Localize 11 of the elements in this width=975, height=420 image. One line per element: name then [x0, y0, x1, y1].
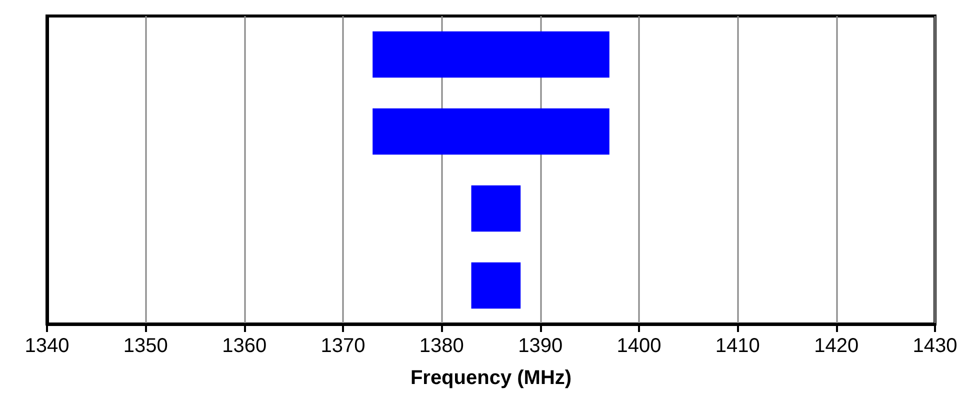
- x-tick-label: 1350: [123, 335, 168, 357]
- x-tick-label: 1340: [24, 335, 70, 357]
- x-tick-label: 1420: [814, 335, 859, 357]
- x-tick-label: 1410: [715, 335, 760, 357]
- x-tick-label: 1380: [419, 335, 464, 357]
- x-tick-label: 1430: [912, 335, 958, 357]
- x-tick-label: 1370: [320, 335, 366, 357]
- x-tick-label: 1390: [518, 335, 563, 357]
- x-axis-title: Frequency (MHz): [410, 367, 572, 389]
- x-tick-label: 1360: [222, 335, 267, 357]
- x-tick-label: 1400: [616, 335, 662, 357]
